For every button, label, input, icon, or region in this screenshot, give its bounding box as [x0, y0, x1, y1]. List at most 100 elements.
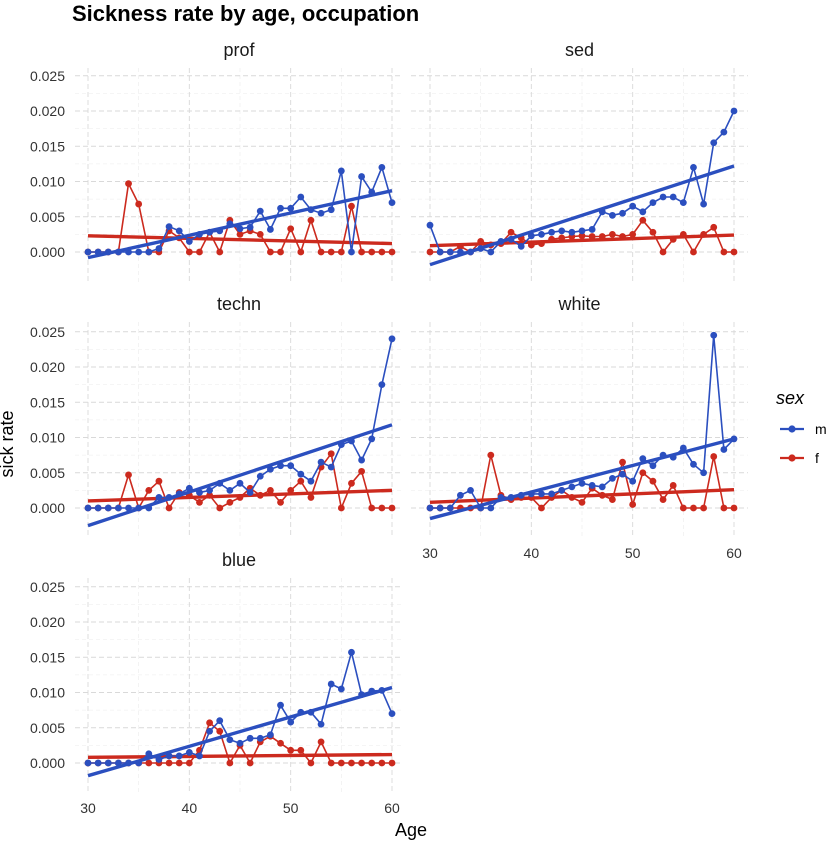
- data-point-f: [348, 479, 355, 487]
- y-tick-label: 0.015: [30, 394, 65, 410]
- trend-line-m: [429, 164, 735, 267]
- data-point-m: [307, 477, 315, 485]
- y-tick-label: 0.020: [30, 103, 65, 119]
- data-point-f: [348, 759, 355, 767]
- data-point-m: [287, 204, 295, 212]
- data-point-f: [196, 248, 203, 256]
- data-point-m: [256, 207, 264, 215]
- data-point-f: [216, 248, 224, 256]
- y-tick-label: 0.025: [30, 579, 65, 595]
- data-point-m: [700, 200, 707, 208]
- data-point-f: [307, 759, 315, 767]
- data-point-m: [246, 223, 254, 231]
- data-point-f: [487, 451, 495, 459]
- data-point-m: [436, 504, 444, 512]
- data-point-m: [487, 504, 495, 512]
- data-point-f: [368, 759, 376, 767]
- x-tick-label: 60: [384, 800, 400, 816]
- data-point-f: [277, 248, 284, 256]
- data-point-f: [388, 504, 396, 512]
- y-tick-label: 0.005: [30, 209, 65, 225]
- data-point-f: [659, 248, 667, 256]
- data-point-m: [104, 504, 112, 512]
- data-point-f: [378, 504, 386, 512]
- data-point-m: [690, 164, 697, 171]
- x-tick-label: 50: [625, 545, 641, 561]
- data-point-f: [690, 248, 697, 256]
- data-point-f: [327, 450, 335, 458]
- trend-line-m: [87, 685, 393, 778]
- data-point-m: [679, 444, 687, 452]
- data-point-m: [256, 472, 264, 480]
- x-tick-label: 30: [80, 800, 96, 816]
- y-tick-label: 0.010: [30, 685, 65, 701]
- data-point-f: [690, 504, 697, 512]
- y-tick-label: 0.010: [30, 430, 65, 446]
- data-point-m: [378, 164, 386, 171]
- y-tick-label: 0.005: [30, 720, 65, 736]
- data-point-m: [487, 248, 495, 256]
- data-point-f: [388, 248, 396, 256]
- data-point-f: [378, 759, 386, 767]
- data-point-f: [368, 248, 376, 256]
- data-point-m: [236, 479, 244, 487]
- data-point-m: [84, 504, 92, 512]
- data-point-f: [277, 498, 284, 506]
- data-point-m: [155, 494, 163, 501]
- data-point-m: [226, 736, 234, 744]
- data-point-m: [426, 504, 434, 512]
- data-point-m: [639, 455, 647, 463]
- data-point-m: [317, 458, 325, 466]
- data-point-f: [629, 230, 637, 238]
- data-point-m: [206, 727, 214, 735]
- data-point-m: [246, 489, 254, 496]
- data-point-f: [135, 200, 143, 208]
- data-point-f: [669, 482, 677, 489]
- data-point-m: [388, 199, 396, 207]
- data-point-m: [629, 477, 637, 485]
- data-point-f: [578, 498, 586, 506]
- data-point-f: [327, 759, 335, 767]
- y-tick-label: 0.015: [30, 138, 65, 154]
- data-point-m: [568, 228, 576, 236]
- data-point-f: [185, 759, 193, 767]
- x-tick-label: 30: [422, 545, 438, 561]
- data-point-m: [358, 173, 365, 180]
- y-tick-label: 0.025: [30, 324, 65, 340]
- data-point-f: [287, 746, 295, 754]
- y-tick-label: 0.010: [30, 174, 65, 190]
- trend-line-f: [87, 752, 393, 760]
- data-point-f: [246, 759, 254, 767]
- data-point-m: [548, 228, 555, 236]
- data-point-f: [639, 469, 647, 477]
- y-tick-label: 0.000: [30, 500, 65, 516]
- x-axis-label: Age: [395, 820, 427, 840]
- data-point-f: [175, 759, 183, 767]
- data-point-f: [297, 477, 305, 485]
- data-point-f: [287, 225, 295, 233]
- data-point-f: [720, 248, 728, 256]
- trend-line-m: [429, 437, 735, 521]
- facet-label-white: white: [557, 294, 600, 314]
- x-tick-label: 50: [283, 800, 299, 816]
- trend-line-m: [87, 189, 393, 260]
- facet-panel-prof: prof 0.000 0.005 0.010 0.015 0.020 0.025: [30, 40, 403, 282]
- data-point-m: [619, 470, 626, 478]
- data-point-m: [578, 479, 586, 487]
- data-point-m: [165, 223, 173, 231]
- data-point-m: [104, 759, 112, 767]
- y-axis-label: sick rate: [0, 410, 17, 477]
- data-point-m: [619, 209, 626, 217]
- data-point-f: [216, 504, 224, 512]
- data-point-m: [115, 504, 122, 512]
- data-point-m: [639, 208, 647, 216]
- legend-key-point-m: [788, 425, 796, 433]
- data-point-m: [327, 680, 335, 688]
- data-point-f: [267, 486, 274, 494]
- data-point-f: [639, 216, 647, 224]
- facet-label-sed: sed: [565, 40, 594, 60]
- legend-label-m: m: [815, 421, 827, 437]
- data-point-f: [226, 498, 234, 506]
- data-point-f: [588, 233, 596, 240]
- data-point-m: [145, 248, 153, 256]
